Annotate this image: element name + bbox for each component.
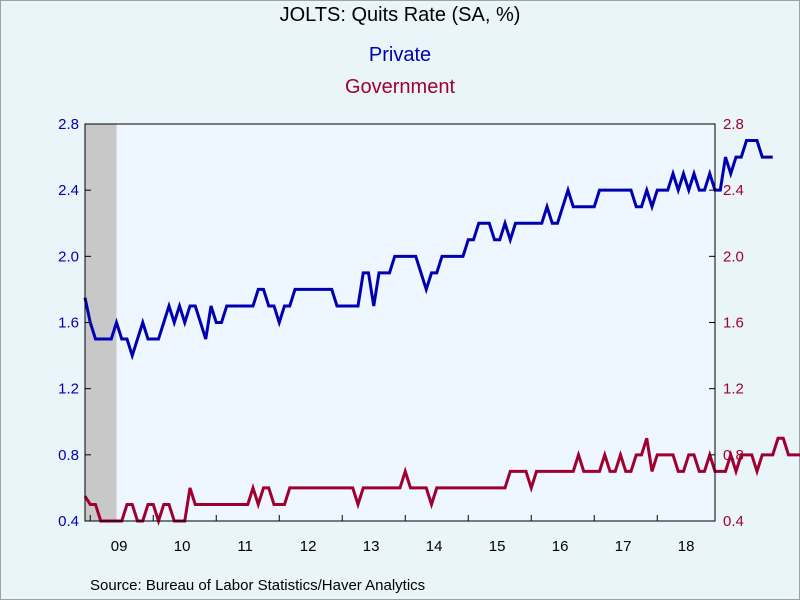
x-tick-label: 13: [363, 538, 380, 555]
legend-private: Private: [368, 44, 432, 66]
chart-title: JOLTS: Quits Rate (SA, %): [279, 4, 521, 26]
y-right-tick-label: 0.4: [723, 513, 744, 530]
x-tick-label: 16: [552, 538, 569, 555]
legend-government: Government: [344, 76, 456, 98]
y-right-tick-label: 1.2: [723, 381, 744, 398]
y-left-tick-label: 2.0: [58, 248, 79, 265]
y-left-tick-label: 1.6: [58, 315, 79, 332]
y-left-tick-label: 0.4: [58, 513, 79, 530]
x-tick-label: 17: [615, 538, 632, 555]
x-tick-label: 10: [174, 538, 191, 555]
y-right-tick-label: 2.8: [723, 116, 744, 133]
y-left-tick-label: 1.2: [58, 381, 79, 398]
x-tick-label: 15: [489, 538, 506, 555]
x-tick-label: 18: [678, 538, 695, 555]
x-tick-label: 12: [300, 538, 317, 555]
y-left-tick-label: 2.4: [58, 182, 79, 199]
y-left-tick-label: 0.8: [58, 447, 79, 464]
y-left-tick-label: 2.8: [58, 116, 79, 133]
y-right-tick-label: 0.8: [723, 447, 744, 464]
y-right-tick-label: 1.6: [723, 315, 744, 332]
source-note: Source: Bureau of Labor Statistics/Haver…: [90, 577, 426, 594]
x-tick-label: 14: [426, 538, 443, 555]
x-tick-label: 09: [111, 538, 128, 555]
series-line-private: [83, 139, 773, 361]
series-line-government: [83, 436, 800, 526]
y-right-tick-label: 2.0: [723, 248, 744, 265]
x-tick-label: 11: [237, 538, 253, 555]
plot-background: [85, 124, 715, 521]
y-right-tick-label: 2.4: [723, 182, 744, 199]
